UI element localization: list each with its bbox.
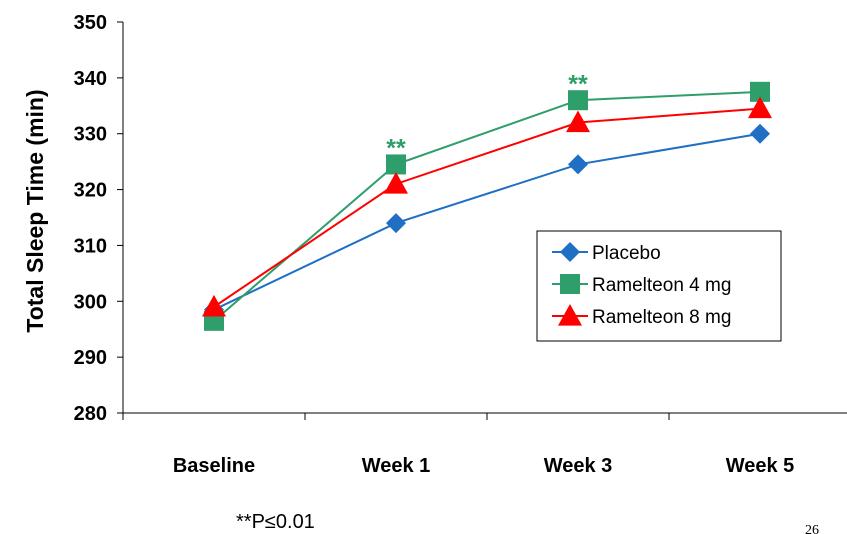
- y-tick-label: 300: [74, 291, 107, 313]
- y-tick-label: 340: [74, 68, 107, 90]
- data-point-placebo: [386, 213, 406, 234]
- legend-marker-placebo: [560, 242, 580, 262]
- x-tick-label: Baseline: [173, 455, 255, 477]
- significance-mark: **: [386, 135, 406, 163]
- x-tick-label: Week 5: [726, 455, 795, 477]
- footnote: **P≤0.01: [236, 511, 315, 533]
- legend-marker-ramelteon-8-mg: [558, 304, 582, 326]
- data-point-ramelteon-8-mg: [384, 171, 408, 194]
- y-tick-label: 310: [74, 235, 107, 257]
- y-tick-label: 280: [74, 403, 107, 425]
- data-point-placebo: [750, 123, 770, 144]
- legend: Placebo Ramelteon 4 mg Ramelteon 8 mg: [536, 230, 782, 342]
- data-point-ramelteon-4-mg: [386, 154, 406, 175]
- y-axis-title: Total Sleep Time (min): [22, 89, 48, 332]
- series-lines: [213, 90, 761, 322]
- y-tick-labels: 280 290 300 310 320 330 340 350: [74, 12, 107, 425]
- page-number: 26: [805, 523, 819, 534]
- series-line-ramelteon-4-mg: [213, 90, 761, 322]
- y-tick-label: 330: [74, 124, 107, 146]
- legend-marker-ramelteon-4-mg: [560, 274, 580, 294]
- data-point-placebo: [568, 154, 588, 175]
- legend-label-placebo: Placebo: [592, 243, 661, 264]
- series-line-placebo: [213, 132, 761, 311]
- x-tick-label: Week 1: [362, 455, 431, 477]
- data-point-ramelteon-8-mg: [566, 110, 590, 133]
- chart-axes: [117, 21, 847, 420]
- significance-annotations: ** **: [386, 70, 588, 162]
- x-tick-labels: Baseline Week 1 Week 3 Week 5: [173, 455, 794, 477]
- series-markers: [202, 81, 772, 331]
- data-point-ramelteon-8-mg: [748, 96, 772, 119]
- data-point-ramelteon-8-mg: [202, 294, 226, 317]
- x-tick-label: Week 3: [544, 455, 613, 477]
- data-point-ramelteon-4-mg: [750, 81, 770, 102]
- legend-label-ramelteon-4-mg: Ramelteon 4 mg: [592, 275, 731, 296]
- y-tick-label: 320: [74, 180, 107, 202]
- y-tick-label: 350: [74, 12, 107, 34]
- significance-mark: **: [568, 70, 588, 98]
- legend-label-ramelteon-8-mg: Ramelteon 8 mg: [592, 307, 731, 328]
- data-point-ramelteon-4-mg: [568, 90, 588, 111]
- series-line-ramelteon-8-mg: [213, 107, 761, 308]
- y-tick-label: 290: [74, 347, 107, 369]
